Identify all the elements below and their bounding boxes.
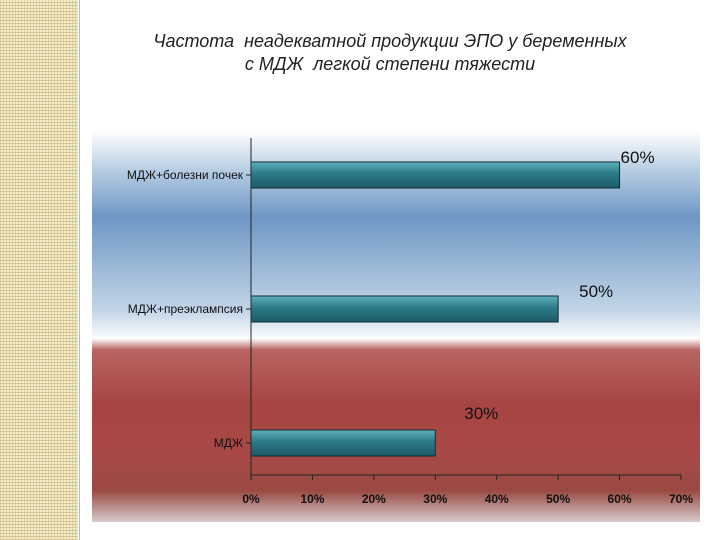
data-label: 60%	[621, 148, 655, 167]
decorative-side-pattern	[0, 0, 78, 540]
bar	[250, 295, 559, 323]
page-title: Частота неадекватной продукции ЭПО у бер…	[90, 30, 690, 76]
side-divider	[79, 0, 80, 540]
chart-background	[92, 131, 700, 522]
category-label: МДЖ+преэклампсия	[128, 302, 243, 316]
x-tick-label: 40%	[485, 492, 509, 506]
title-line-2: с МДЖ легкой степени тяжести	[244, 54, 536, 74]
x-tick-label: 20%	[362, 492, 386, 506]
x-tick-label: 30%	[423, 492, 447, 506]
title-line-1: Частота неадекватной продукции ЭПО у бер…	[153, 31, 627, 51]
bar	[250, 429, 436, 457]
x-tick-label: 50%	[546, 492, 570, 506]
data-label: 30%	[464, 404, 498, 423]
category-label: МДЖ	[214, 436, 243, 450]
x-tick-label: 10%	[300, 492, 324, 506]
x-tick-label: 60%	[608, 492, 632, 506]
data-label: 50%	[579, 282, 613, 301]
x-tick-label: 70%	[669, 492, 693, 506]
bar	[250, 161, 621, 189]
category-label: МДЖ+болезни почек	[127, 168, 244, 182]
x-tick-label: 0%	[242, 492, 260, 506]
